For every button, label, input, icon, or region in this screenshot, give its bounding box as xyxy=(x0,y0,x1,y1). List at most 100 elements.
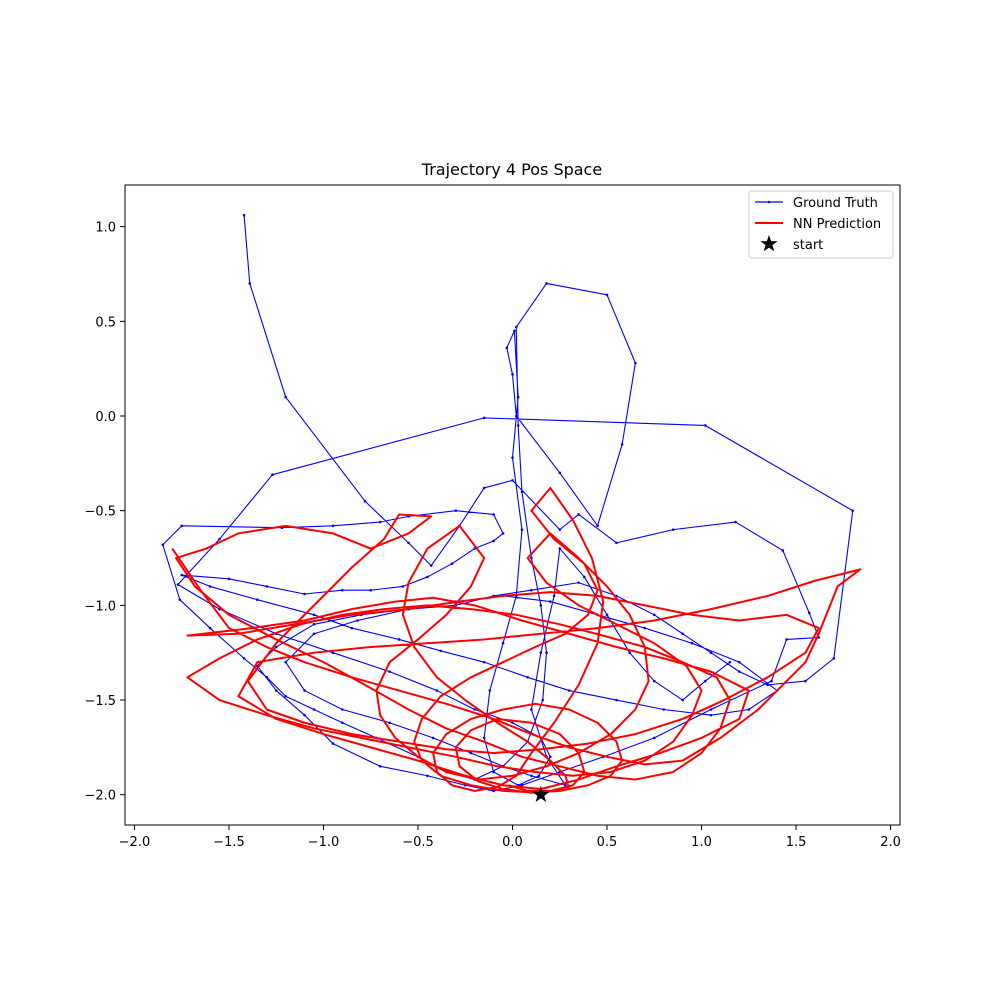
x-axis: −2.0 −1.5 −1.0 −0.5 0.0 0.5 1.0 1.5 2.0 xyxy=(119,825,901,850)
data-point-ground-truth xyxy=(429,564,433,567)
data-point-ground-truth xyxy=(704,679,707,683)
data-point-ground-truth xyxy=(312,708,316,711)
data-point-ground-truth xyxy=(615,698,618,702)
legend-entry-nn-prediction: NN Prediction xyxy=(755,217,881,232)
data-point-ground-truth xyxy=(564,783,567,787)
data-point-ground-truth xyxy=(274,689,278,692)
data-point-ground-truth xyxy=(583,575,586,579)
data-point-ground-truth xyxy=(176,583,180,586)
data-point-ground-truth xyxy=(704,424,707,427)
data-point-ground-truth xyxy=(516,424,520,427)
data-point-ground-truth xyxy=(545,282,548,285)
data-point-ground-truth xyxy=(482,416,486,420)
data-point-ground-truth xyxy=(505,346,509,350)
data-point-ground-truth xyxy=(501,641,505,645)
legend-entry-ground-truth: Ground Truth xyxy=(755,196,878,211)
data-point-ground-truth xyxy=(178,598,182,601)
data-point-ground-truth xyxy=(539,604,543,607)
data-point-ground-truth xyxy=(567,689,571,692)
data-point-ground-truth xyxy=(501,532,505,535)
data-point-ground-truth xyxy=(331,651,335,654)
data-point-ground-truth xyxy=(747,708,751,711)
data-point-ground-truth xyxy=(738,670,741,673)
legend-box xyxy=(748,190,894,259)
data-point-ground-truth xyxy=(511,373,514,376)
data-point-ground-truth xyxy=(218,537,221,541)
data-point-ground-truth xyxy=(511,456,514,459)
x-tick-label: 1.0 xyxy=(691,835,712,850)
data-point-ground-truth xyxy=(549,600,552,603)
data-point-ground-truth xyxy=(662,708,666,711)
data-point-ground-truth xyxy=(785,638,788,641)
data-point-ground-truth xyxy=(454,509,458,512)
data-point-ground-truth xyxy=(620,443,624,446)
data-point-ground-truth xyxy=(469,751,473,755)
data-point-ground-truth xyxy=(378,765,382,768)
data-point-ground-truth xyxy=(492,770,495,774)
data-point-ground-truth xyxy=(208,585,212,588)
data-point-ground-truth xyxy=(652,613,656,617)
legend-label-ground-truth: Ground Truth xyxy=(793,196,878,211)
data-point-ground-truth xyxy=(492,513,495,516)
x-tick-label: 0.0 xyxy=(502,835,523,850)
data-point-ground-truth xyxy=(681,698,684,702)
data-point-ground-truth xyxy=(265,585,269,588)
data-point-ground-truth xyxy=(652,679,656,683)
data-point-ground-truth xyxy=(681,632,684,636)
y-tick-label: −1.5 xyxy=(84,694,116,709)
data-point-ground-truth xyxy=(537,774,541,778)
y-tick-label: −2.0 xyxy=(84,789,116,804)
data-point-ground-truth xyxy=(577,513,580,516)
data-point-ground-truth xyxy=(248,282,252,285)
data-point-ground-truth xyxy=(526,676,529,679)
data-point-ground-truth xyxy=(369,588,373,592)
chart-title: Trajectory 4 Pos Space xyxy=(421,160,602,179)
data-point-ground-truth xyxy=(356,619,359,622)
data-point-ground-truth xyxy=(265,676,269,679)
data-point-ground-truth xyxy=(577,581,580,584)
data-point-ground-truth xyxy=(511,721,514,725)
data-point-ground-truth xyxy=(303,713,306,717)
legend-star-icon xyxy=(760,235,778,252)
legend: Ground Truth NN Prediction start xyxy=(748,190,894,259)
data-point-ground-truth xyxy=(312,622,316,626)
data-point-ground-truth xyxy=(274,645,278,649)
data-point-ground-truth xyxy=(284,660,287,664)
data-point-ground-truth xyxy=(552,594,556,598)
x-tick-label: −0.5 xyxy=(402,835,434,850)
data-point-ground-truth xyxy=(431,736,435,740)
legend-label-nn-prediction: NN Prediction xyxy=(793,217,881,232)
data-point-ground-truth xyxy=(242,213,246,217)
data-point-ground-truth xyxy=(180,524,184,528)
data-point-ground-truth xyxy=(514,414,518,418)
data-point-ground-truth xyxy=(530,588,533,592)
legend-label-start: start xyxy=(793,238,823,253)
data-point-ground-truth xyxy=(388,670,391,673)
series-layer xyxy=(161,213,862,802)
data-point-ground-truth xyxy=(242,657,246,660)
data-point-ground-truth xyxy=(161,543,165,547)
data-point-ground-truth xyxy=(180,573,184,577)
y-tick-label: 0.5 xyxy=(95,315,116,330)
start-marker xyxy=(532,785,550,802)
data-point-ground-truth xyxy=(734,520,737,524)
data-point-ground-truth xyxy=(284,694,287,698)
data-point-ground-truth xyxy=(482,660,486,664)
data-point-ground-truth xyxy=(728,660,732,664)
x-tick-label: 0.5 xyxy=(597,835,618,850)
data-point-ground-truth xyxy=(439,649,442,653)
series-line-ground-truth xyxy=(162,215,854,792)
data-point-ground-truth xyxy=(671,528,675,531)
data-point-ground-truth xyxy=(781,549,785,552)
data-point-ground-truth xyxy=(482,486,486,490)
data-point-ground-truth xyxy=(511,479,514,482)
data-point-ground-truth xyxy=(516,395,520,399)
x-tick-label: −1.5 xyxy=(213,835,245,850)
data-point-ground-truth xyxy=(435,689,439,692)
data-point-ground-truth xyxy=(738,660,741,664)
series-line-nn-prediction xyxy=(171,486,862,794)
data-point-ground-truth xyxy=(284,395,287,399)
data-point-ground-truth xyxy=(690,641,694,645)
data-point-ground-truth xyxy=(851,509,855,512)
